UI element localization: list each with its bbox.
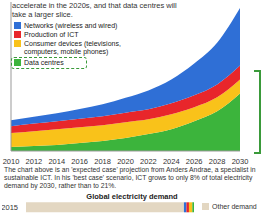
html-text:Production of ICT: Production of ICT: [24, 31, 79, 38]
svg-text:2018: 2018: [94, 157, 111, 164]
html-text:Consumer devices (televisions,: Consumer devices (televisions, computers…: [24, 40, 121, 55]
html-text:The chart above is an 'expecte: The chart above is an 'expected case' pr…: [4, 166, 256, 189]
html-text:Networks (wireless and wired): Networks (wireless and wired): [24, 22, 118, 29]
html-text:accelerate in the 2020s, and t: accelerate in the 2020s, and that data c…: [12, 1, 177, 19]
svg-text:2026: 2026: [186, 157, 203, 164]
svg-text:2016: 2016: [71, 157, 88, 164]
html-text:Global electricity demand: Global electricity demand: [86, 192, 178, 201]
svg-text:2020: 2020: [117, 157, 134, 164]
svg-text:2024: 2024: [163, 157, 180, 164]
html-text:Data centres: Data centres: [24, 59, 64, 66]
svg-text:2014: 2014: [48, 157, 65, 164]
svg-text:2015: 2015: [8, 203, 18, 212]
svg-text:2010: 2010: [8, 157, 19, 164]
svg-text:2022: 2022: [140, 157, 157, 164]
svg-text:2028: 2028: [209, 157, 226, 164]
svg-text:2030: 2030: [232, 157, 249, 164]
svg-text:2012: 2012: [26, 157, 43, 164]
html-text:Other demand: Other demand: [212, 203, 257, 210]
